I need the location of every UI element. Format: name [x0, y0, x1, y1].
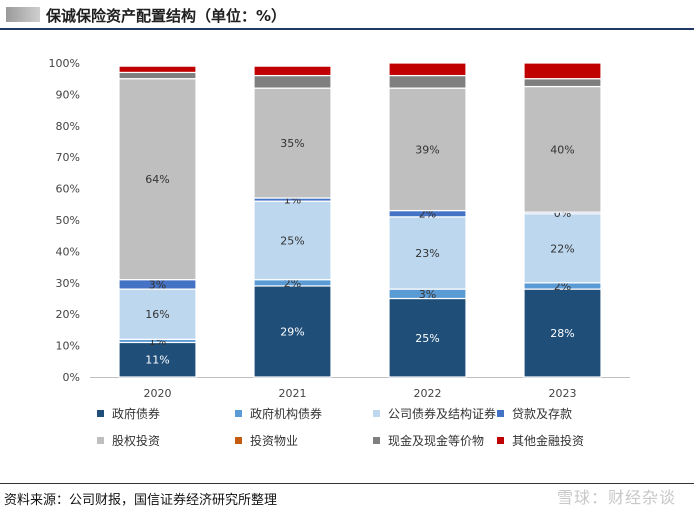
- data-label: 64%: [145, 173, 169, 186]
- data-label: 22%: [550, 242, 574, 255]
- legend-label: 股权投资: [112, 434, 161, 448]
- data-label: 29%: [280, 325, 304, 338]
- legend-swatch: [97, 437, 104, 444]
- watermark: 雪球：财经杂谈: [556, 488, 676, 507]
- legend-swatch: [235, 410, 242, 417]
- legend-swatch: [497, 437, 504, 444]
- bar-segment-cash: [388, 74, 467, 89]
- legend-item-cash: 现金及现金等价物: [373, 432, 484, 449]
- legend-item-equity: 股权投资: [97, 432, 160, 449]
- legend-item-gov_agency_bonds: 政府机构债券: [235, 405, 322, 422]
- bar-segment-gov_bonds: [523, 288, 602, 378]
- data-label: 3%: [419, 288, 436, 301]
- legend-swatch: [497, 410, 504, 417]
- y-tick-label: 30%: [56, 277, 80, 290]
- title-bar: 保诚保险资产配置结构（单位：%）: [0, 0, 694, 30]
- y-tick-label: 20%: [56, 308, 80, 321]
- data-label: 16%: [145, 308, 169, 321]
- legend-label: 贷款及存款: [512, 407, 573, 421]
- title-underline: [0, 28, 694, 30]
- x-tick-label: 2020: [144, 387, 172, 400]
- title-marker: [6, 7, 40, 22]
- legend-swatch: [97, 410, 104, 417]
- y-tick-label: 60%: [56, 183, 80, 196]
- data-label: 23%: [415, 247, 439, 260]
- legend-item-loans_deposits: 贷款及存款: [497, 405, 572, 422]
- bar-segment-gov_bonds: [253, 285, 332, 378]
- footer-rule: [0, 483, 694, 484]
- legend-item-other: 其他金融投资: [497, 432, 584, 449]
- bar-segment-cash: [523, 78, 602, 88]
- bar-segment-corp_bonds: [388, 216, 467, 290]
- legend-label: 公司债券及结构证券: [388, 407, 497, 421]
- source-note: 资料来源：公司财报，国信证券经济研究所整理: [4, 493, 278, 508]
- data-label: 40%: [550, 143, 574, 156]
- bar-segment-other: [388, 62, 467, 77]
- bar-segment-corp_bonds: [523, 213, 602, 284]
- y-tick-label: 100%: [49, 57, 80, 70]
- bar-segment-corp_bonds: [253, 200, 332, 281]
- legend-swatch: [373, 437, 380, 444]
- data-label: 11%: [145, 354, 169, 367]
- legend-swatch: [373, 410, 380, 417]
- data-label: 35%: [280, 137, 304, 150]
- data-label: 3%: [149, 278, 166, 291]
- bar-segment-cash: [253, 74, 332, 89]
- y-tick-label: 0%: [63, 371, 80, 384]
- bar-segment-other: [523, 62, 602, 80]
- x-tick-label: 2021: [279, 387, 307, 400]
- stacked-bar-chart: 0%10%20%30%40%50%60%70%80%90%100%11%1%16…: [49, 57, 630, 400]
- bar-segment-cash: [118, 71, 197, 80]
- y-tick-label: 70%: [56, 151, 80, 164]
- data-label: 28%: [550, 327, 574, 340]
- legend-label: 政府债券: [112, 407, 161, 421]
- data-label: 25%: [415, 332, 439, 345]
- bar-segment-equity: [388, 87, 467, 212]
- x-tick-label: 2023: [549, 387, 577, 400]
- y-tick-label: 50%: [56, 214, 80, 227]
- bar-segment-other: [253, 65, 332, 77]
- legend-label: 政府机构债券: [250, 407, 323, 421]
- legend-swatch: [235, 437, 242, 444]
- x-tick-label: 2022: [414, 387, 442, 400]
- legend-label: 现金及现金等价物: [388, 434, 485, 448]
- bar-segment-gov_bonds: [388, 297, 467, 378]
- legend-item-property: 投资物业: [235, 432, 298, 449]
- bar-segment-other: [118, 65, 197, 74]
- legend-label: 其他金融投资: [512, 434, 585, 448]
- data-label: 39%: [415, 143, 439, 156]
- legend-item-corp_bonds: 公司债券及结构证券: [373, 405, 496, 422]
- legend-item-gov_bonds: 政府债券: [97, 405, 160, 422]
- legend-label: 投资物业: [250, 434, 299, 448]
- y-tick-label: 80%: [56, 120, 80, 133]
- y-tick-label: 10%: [56, 340, 80, 353]
- bar-segment-equity: [253, 87, 332, 199]
- bar-segment-corp_bonds: [118, 288, 197, 340]
- data-label: 25%: [280, 234, 304, 247]
- chart-title: 保诚保险资产配置结构（单位：%）: [46, 7, 287, 25]
- bar-segment-equity: [118, 78, 197, 281]
- bar-segment-equity: [523, 85, 602, 213]
- y-tick-label: 40%: [56, 245, 80, 258]
- y-tick-label: 90%: [56, 88, 80, 101]
